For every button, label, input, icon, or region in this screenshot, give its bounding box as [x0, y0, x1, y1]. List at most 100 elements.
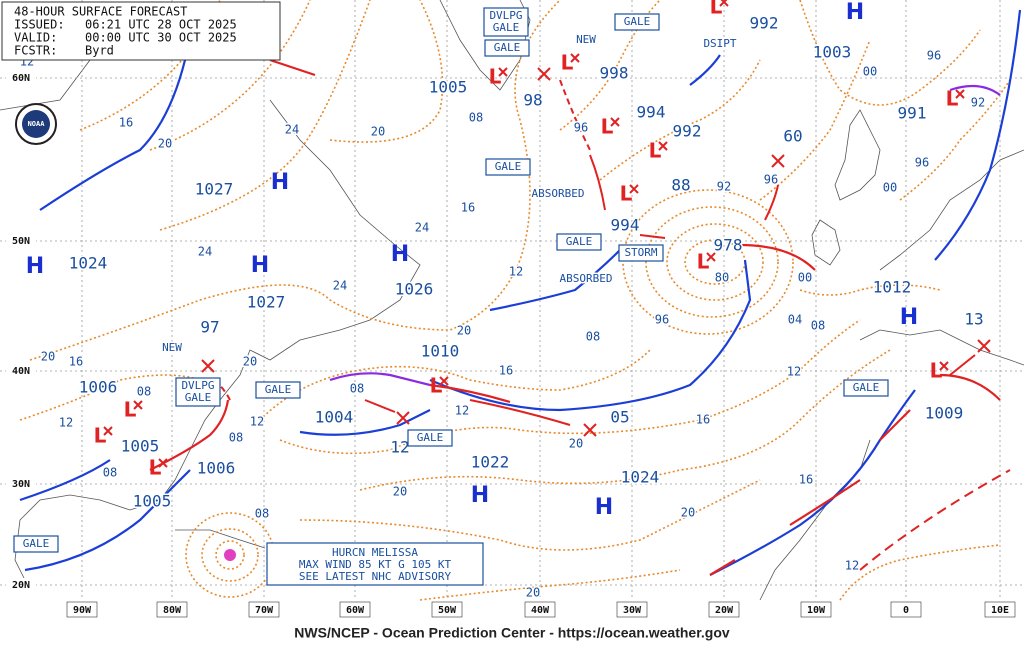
isobar-label: 12	[845, 559, 859, 573]
footer: NWS/NCEP - Ocean Prediction Center - htt…	[294, 625, 730, 641]
lon-label-box	[890, 601, 922, 618]
header-frame	[1, 1, 281, 61]
high-center: H	[471, 483, 489, 508]
isobar-label: 12	[787, 365, 801, 379]
hurricane-box	[266, 542, 484, 586]
low-cross	[439, 376, 449, 386]
high-center: H	[251, 253, 269, 278]
isobar-label: 20	[243, 355, 257, 369]
low-cross	[158, 458, 168, 468]
logo-text: NOAA	[28, 120, 46, 128]
isobar-label: 08	[255, 507, 269, 521]
pressure-label: 1005	[121, 437, 160, 456]
isobar-label: 20	[681, 506, 695, 520]
warning-text: DVLPG	[489, 9, 522, 22]
graticule: 60N 50N 40N 30N 20N 90W 80W 70W 60W 50W 40W 30W 20W 1…	[0, 0, 1024, 618]
low-cross	[629, 184, 639, 194]
lon-label: 0	[903, 605, 909, 616]
lon-label-box	[800, 601, 832, 618]
high-center: H	[271, 170, 289, 195]
isobar-label: 12	[509, 265, 523, 279]
low-center: L	[710, 0, 723, 19]
warning-box	[556, 233, 602, 251]
warning-text: STORM	[624, 246, 657, 259]
warning-text: GALE	[624, 15, 651, 28]
pressure-label: 992	[750, 14, 779, 33]
high-center: H	[900, 305, 918, 330]
lon-label: 20W	[715, 605, 734, 616]
low-center: L	[649, 139, 662, 163]
isobar-label: 24	[415, 221, 429, 235]
pressure-label: 88	[671, 176, 690, 195]
low-cross	[570, 53, 580, 63]
lat-label: 20N	[12, 580, 30, 591]
pressure-label: 1005	[429, 78, 468, 97]
isobar-label: 16	[119, 116, 133, 130]
pressure-label: 12	[390, 438, 409, 457]
isobar-label: 04	[788, 313, 802, 327]
pressure-label: 1005	[133, 492, 172, 511]
isobar-label: 92	[971, 96, 985, 110]
warning-box	[483, 7, 529, 37]
warning-box	[255, 381, 301, 399]
lon-label-box	[616, 601, 648, 618]
low-cross	[939, 361, 949, 371]
warning-box	[618, 244, 664, 262]
lon-label: 70W	[255, 605, 274, 616]
lat-label-box	[6, 71, 36, 85]
low-center: L	[561, 51, 574, 75]
lon-label: 10W	[807, 605, 826, 616]
isobar-label: 92	[717, 180, 731, 194]
lat-label-box	[6, 364, 36, 378]
lon-label: 50W	[438, 605, 457, 616]
lat-label: 40N	[12, 366, 30, 377]
pressure-label: 994	[637, 103, 666, 122]
low-center: L	[430, 374, 443, 398]
low-center: L	[94, 424, 107, 448]
warning-box	[485, 158, 531, 176]
warning-text: GALE	[493, 21, 520, 34]
isobar-label: 96	[655, 313, 669, 327]
warning-box	[843, 379, 889, 397]
isobar-label: 16	[69, 355, 83, 369]
isobar-label: 80	[715, 271, 729, 285]
annotation: ABSORBED	[532, 187, 585, 200]
isobar-label: 20	[526, 586, 540, 600]
high-center: H	[391, 242, 409, 267]
warning-box	[484, 39, 530, 57]
pressure-label: 1006	[197, 459, 236, 478]
warning-text: GALE	[495, 160, 522, 173]
isobar-label: 20	[393, 485, 407, 499]
low-center: L	[697, 250, 710, 274]
low-center: L	[601, 115, 614, 139]
isobar-label: 20	[569, 437, 583, 451]
lon-label-box	[524, 601, 556, 618]
pressure-label: 1012	[873, 278, 912, 297]
annotation: NEW	[162, 341, 182, 354]
pressure-label: 1006	[79, 378, 118, 397]
isobar-label: 96	[764, 173, 778, 187]
isobar-label: 08	[103, 466, 117, 480]
hurricane-text: HURCN MELISSA	[332, 546, 418, 559]
isobar-label: 08	[229, 431, 243, 445]
issued: 06:21 UTC 28 OCT 2025	[85, 18, 237, 32]
isobar-label: 20	[371, 125, 385, 139]
lat-label-box	[6, 234, 36, 248]
isobar-label: 16	[499, 364, 513, 378]
low-cross	[498, 67, 508, 77]
low-cross	[955, 89, 965, 99]
pressure-label: 978	[714, 236, 743, 255]
low-center: L	[124, 398, 137, 422]
lon-label-box	[339, 601, 371, 618]
lat-label: 50N	[12, 236, 30, 247]
pressure-label: 1010	[421, 342, 460, 361]
warning-text: GALE	[566, 235, 593, 248]
warning-text: GALE	[853, 381, 880, 394]
isobar-label: 20	[457, 324, 471, 338]
pressure-label: 991	[898, 104, 927, 123]
warning-text: GALE	[265, 383, 292, 396]
warning-text: GALE	[185, 391, 212, 404]
noaa-logo: NOAA	[15, 103, 57, 145]
